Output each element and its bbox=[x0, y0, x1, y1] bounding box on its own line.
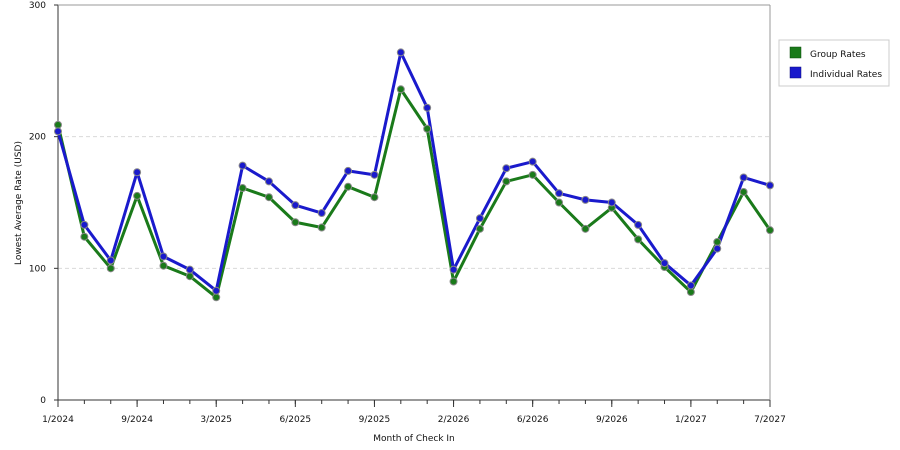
x-tick-label: 2/2026 bbox=[438, 415, 470, 425]
data-point-individual-rates bbox=[291, 201, 300, 210]
data-point-group-rates bbox=[581, 224, 590, 233]
data-point-group-rates bbox=[423, 124, 432, 133]
data-point-group-rates bbox=[713, 238, 722, 246]
data-point-individual-rates bbox=[660, 259, 669, 268]
data-point-group-rates bbox=[502, 177, 511, 186]
data-point-group-rates bbox=[212, 293, 221, 302]
x-axis-ticks: 1/2024 9/2024 3/2025 6/2025 9/2025 2/2026 6/20… bbox=[42, 400, 786, 425]
series-layer bbox=[54, 48, 774, 302]
legend-swatch-individual bbox=[789, 66, 802, 79]
y-axis-label: Lowest Average Rate (USD) bbox=[14, 141, 24, 265]
data-point-group-rates bbox=[80, 232, 89, 241]
data-point-group-rates bbox=[344, 182, 353, 191]
data-point-individual-rates bbox=[185, 265, 194, 274]
data-point-individual-rates bbox=[713, 244, 722, 253]
legend-label-group: Group Rates bbox=[810, 50, 866, 60]
data-point-group-rates bbox=[185, 272, 194, 281]
x-tick-label: 9/2024 bbox=[121, 415, 153, 425]
x-tick-label: 3/2025 bbox=[200, 415, 232, 425]
data-point-individual-rates bbox=[634, 220, 643, 229]
data-point-individual-rates bbox=[133, 168, 142, 177]
plot-frame bbox=[57, 4, 771, 401]
data-point-group-rates bbox=[238, 184, 247, 193]
legend: Group Rates Individual Rates bbox=[778, 39, 890, 87]
x-tick-label: 9/2025 bbox=[359, 415, 391, 425]
x-tick-label: 6/2025 bbox=[279, 415, 311, 425]
data-point-individual-rates bbox=[212, 286, 221, 295]
x-tick-label: 1/2024 bbox=[42, 415, 74, 425]
data-point-group-rates bbox=[634, 235, 643, 244]
data-point-group-rates bbox=[449, 277, 458, 286]
legend-swatch-group bbox=[789, 46, 802, 59]
y-tick-label: 200 bbox=[29, 133, 46, 143]
data-point-group-rates bbox=[291, 218, 300, 227]
x-tick-label: 1/2027 bbox=[675, 415, 707, 425]
data-point-individual-rates bbox=[396, 48, 405, 57]
data-point-individual-rates bbox=[370, 170, 379, 179]
data-point-group-rates bbox=[159, 261, 168, 270]
data-point-individual-rates bbox=[502, 164, 511, 173]
data-point-individual-rates bbox=[475, 214, 484, 223]
legend-label-individual: Individual Rates bbox=[810, 70, 882, 80]
data-point-individual-rates bbox=[555, 189, 564, 198]
data-point-individual-rates bbox=[581, 195, 590, 204]
data-point-group-rates bbox=[739, 187, 748, 196]
y-tick-label: 100 bbox=[29, 264, 46, 274]
data-point-individual-rates bbox=[449, 265, 458, 274]
data-point-group-rates bbox=[475, 224, 484, 233]
data-point-group-rates bbox=[370, 193, 379, 202]
data-point-individual-rates bbox=[159, 252, 168, 261]
data-point-group-rates bbox=[555, 198, 564, 207]
series-line-individual-rates bbox=[56, 50, 771, 293]
data-point-individual-rates bbox=[766, 181, 774, 190]
x-tick-label: 9/2026 bbox=[596, 415, 628, 425]
data-point-individual-rates bbox=[528, 157, 537, 166]
data-point-individual-rates bbox=[80, 220, 89, 229]
data-point-group-rates bbox=[264, 193, 273, 202]
data-point-individual-rates bbox=[264, 177, 273, 186]
data-point-group-rates bbox=[528, 170, 537, 179]
data-point-individual-rates bbox=[106, 256, 115, 265]
data-point-individual-rates bbox=[607, 198, 616, 207]
data-point-group-rates bbox=[686, 288, 695, 297]
y-tick-label: 300 bbox=[29, 1, 46, 11]
gridlines bbox=[58, 136, 770, 269]
x-tick-label: 6/2026 bbox=[517, 415, 549, 425]
y-tick-label: 0 bbox=[40, 396, 46, 406]
data-point-group-rates bbox=[54, 120, 62, 129]
y-axis-ticks: 0 100 200 300 bbox=[29, 1, 58, 406]
series-line-group-rates bbox=[56, 87, 772, 299]
data-point-group-rates bbox=[317, 223, 326, 232]
data-point-individual-rates bbox=[344, 166, 353, 175]
data-point-group-rates bbox=[396, 85, 405, 94]
data-point-individual-rates bbox=[317, 209, 326, 218]
x-axis-label: Month of Check In bbox=[373, 434, 455, 444]
data-point-group-rates bbox=[766, 226, 774, 235]
data-point-group-rates bbox=[133, 191, 142, 200]
data-point-individual-rates bbox=[739, 173, 748, 182]
data-point-group-rates bbox=[106, 264, 115, 273]
data-point-individual-rates bbox=[54, 127, 62, 136]
data-point-individual-rates bbox=[686, 281, 695, 290]
data-point-individual-rates bbox=[423, 103, 432, 112]
x-tick-label: 7/2027 bbox=[754, 415, 786, 425]
data-point-individual-rates bbox=[238, 161, 247, 170]
